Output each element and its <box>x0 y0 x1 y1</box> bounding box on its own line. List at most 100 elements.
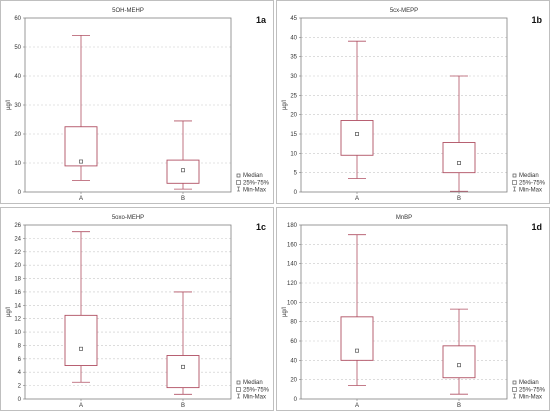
legend-iqr-icon <box>236 180 241 185</box>
median-marker <box>355 132 359 136</box>
box-iqr <box>442 142 476 174</box>
x-tick-label: B <box>181 403 185 409</box>
legend-iqr-icon <box>512 387 517 392</box>
chart-panel-1d: 0 20 40 60 80 100 120 140 160 180 MnBP 1d µg/l A B Medi… <box>276 207 550 411</box>
y-tick-label: 20 <box>290 378 297 384</box>
box-iqr <box>166 355 200 389</box>
y-axis-label: µg/l <box>6 307 12 317</box>
y-tick-label: 40 <box>290 35 297 41</box>
median-marker <box>79 346 83 351</box>
legend-iqr-label: 25%-75% <box>519 181 546 187</box>
plot-frame <box>24 224 232 400</box>
y-tick-label: 8 <box>18 343 22 349</box>
chart-title: MnBP <box>396 215 412 221</box>
legend-median-icon <box>512 173 517 178</box>
y-tick-label: 24 <box>14 236 21 242</box>
legend-median-label: Median <box>519 173 539 179</box>
y-axis-label: µg/l <box>6 100 12 110</box>
y-tick-label: 160 <box>287 242 298 248</box>
y-axis-label: µg/l <box>282 307 288 317</box>
box-iqr <box>340 120 374 156</box>
y-tick-label: 16 <box>14 290 21 296</box>
y-tick-label: 26 <box>14 223 21 229</box>
y-tick-label: 140 <box>287 262 298 268</box>
x-tick-label: A <box>79 403 83 409</box>
chart-1b: 0 5 10 15 20 25 30 35 40 45 5cx-MEPP 1b µg/l A B Median… <box>282 8 546 202</box>
y-axis-label: µg/l <box>282 100 288 110</box>
y-tick-label: 30 <box>14 103 21 109</box>
chart-title: 5OH-MEHP <box>112 8 144 14</box>
chart-1a: 0 10 20 30 40 50 60 5OH-MEHP 1a µg/l A B Median 25%-7… <box>6 8 270 202</box>
y-tick-label: 10 <box>290 151 297 157</box>
median-marker <box>457 363 461 368</box>
legend-range-label: Min-Max <box>243 395 266 401</box>
y-tick-label: 80 <box>290 320 297 326</box>
y-tick-label: 60 <box>14 16 21 22</box>
y-tick-label: 5 <box>294 171 298 177</box>
chart-1d: 0 20 40 60 80 100 120 140 160 180 MnBP 1d µg/l A B Medi… <box>282 215 546 409</box>
chart-title: 5cx-MEPP <box>390 8 418 14</box>
chart-title: 5oxo-MEHP <box>112 215 144 221</box>
y-tick-label: 60 <box>290 339 297 345</box>
y-tick-label: 40 <box>14 74 21 80</box>
median-marker <box>181 168 185 173</box>
median-marker <box>181 364 185 369</box>
y-tick-label: 20 <box>14 263 21 269</box>
panel-label: 1a <box>256 15 267 25</box>
plot-frame <box>300 224 508 400</box>
y-tick-label: 0 <box>294 190 298 196</box>
chart-panel-1b: 0 5 10 15 20 25 30 35 40 45 5cx-MEPP 1b µg/l A B Median… <box>276 0 550 204</box>
panel-label: 1d <box>531 222 542 232</box>
y-tick-label: 40 <box>290 358 297 364</box>
legend-median-icon <box>236 173 241 178</box>
y-tick-label: 4 <box>18 370 22 376</box>
y-tick-label: 14 <box>14 303 21 309</box>
y-tick-label: 18 <box>14 277 21 283</box>
median-marker <box>457 161 461 165</box>
box-iqr <box>340 316 374 361</box>
median-marker <box>79 159 83 164</box>
y-tick-label: 120 <box>287 281 298 287</box>
legend-range-label: Min-Max <box>519 188 542 194</box>
legend-iqr-label: 25%-75% <box>519 388 546 394</box>
y-tick-label: 2 <box>18 384 22 390</box>
y-tick-label: 6 <box>18 357 22 363</box>
box-iqr <box>64 126 98 167</box>
y-tick-label: 20 <box>290 113 297 119</box>
x-tick-label: A <box>355 196 359 202</box>
y-tick-label: 30 <box>290 74 297 80</box>
y-tick-label: 10 <box>14 330 21 336</box>
chart-panel-1c: 0 2 4 6 8 10 12 14 16 18 20 22 24 26 5oxo-MEHP 1c µg/l A B… <box>0 207 274 411</box>
x-tick-label: A <box>355 403 359 409</box>
legend-median-label: Median <box>243 173 263 179</box>
x-tick-label: B <box>457 403 461 409</box>
y-tick-label: 0 <box>294 397 298 403</box>
y-tick-label: 100 <box>287 300 298 306</box>
y-tick-label: 45 <box>290 16 297 22</box>
x-tick-label: A <box>79 196 83 202</box>
y-tick-label: 50 <box>14 45 21 51</box>
median-marker <box>355 348 359 353</box>
legend-median-label: Median <box>519 380 539 386</box>
y-tick-label: 35 <box>290 55 297 61</box>
legend-iqr-icon <box>512 180 517 185</box>
box-iqr <box>442 345 476 379</box>
plot-frame <box>300 17 508 193</box>
panel-label: 1c <box>256 222 266 232</box>
y-tick-label: 0 <box>18 397 22 403</box>
legend-median-icon <box>512 380 517 385</box>
y-tick-label: 25 <box>290 93 297 99</box>
panel-label: 1b <box>531 15 542 25</box>
box-iqr <box>64 314 98 366</box>
chart-panel-1a: 0 10 20 30 40 50 60 5OH-MEHP 1a µg/l A B Median 25%-7… <box>0 0 274 204</box>
legend-iqr-label: 25%-75% <box>243 181 270 187</box>
y-tick-label: 0 <box>18 190 22 196</box>
x-tick-label: B <box>457 196 461 202</box>
legend-iqr-icon <box>236 387 241 392</box>
legend-range-label: Min-Max <box>243 188 266 194</box>
y-tick-label: 22 <box>14 250 21 256</box>
y-tick-label: 12 <box>14 317 21 323</box>
y-tick-label: 180 <box>287 223 298 229</box>
x-tick-label: B <box>181 196 185 202</box>
